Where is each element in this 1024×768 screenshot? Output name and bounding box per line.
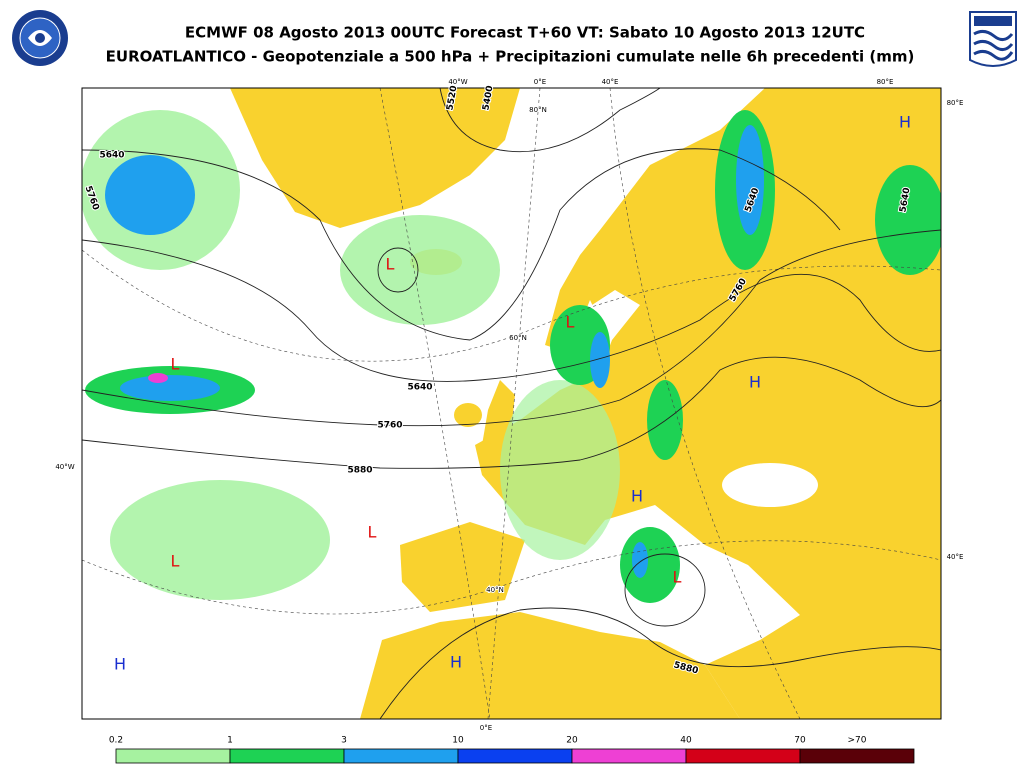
map-border (81, 87, 942, 720)
pressure-center: H (749, 373, 761, 392)
legend-swatch (571, 748, 687, 764)
map-area (82, 88, 941, 719)
right-logo (969, 11, 1017, 67)
land (230, 88, 941, 719)
legend-swatch (115, 748, 231, 764)
legend-tick: 3 (341, 736, 347, 746)
coordinate-label: 80°E (947, 99, 964, 107)
legend-tick: 70 (794, 736, 806, 746)
coordinate-label: 40°E (947, 553, 964, 561)
legend-swatch (799, 748, 915, 764)
contour-label: 5760 (377, 421, 402, 431)
pressure-center: L (368, 523, 377, 542)
legend-swatch (457, 748, 573, 764)
pressure-center: H (114, 655, 126, 674)
legend-swatch (343, 748, 459, 764)
pressure-center: L (386, 255, 395, 274)
pressure-center: L (171, 552, 180, 571)
coordinate-label: 0°E (480, 724, 492, 732)
pressure-center: L (673, 568, 682, 587)
legend-swatch (685, 748, 801, 764)
coordinate-label: 40°W (55, 463, 74, 471)
contours (82, 88, 941, 719)
graticule (82, 88, 941, 719)
pressure-center: H (631, 487, 643, 506)
pressure-center: H (899, 113, 911, 132)
legend-tick: 10 (452, 736, 464, 746)
pressure-center: L (171, 355, 180, 374)
legend-tick: 0.2 (109, 736, 123, 746)
left-logo (12, 10, 68, 66)
contour-label: 5640 (99, 151, 124, 161)
coordinate-label: 80°N (529, 106, 547, 114)
legend-tick: 1 (227, 736, 233, 746)
subtitle: EUROATLANTICO - Geopotenziale a 500 hPa … (106, 48, 915, 66)
title: ECMWF 08 Agosto 2013 00UTC Forecast T+60… (185, 24, 865, 42)
legend-swatch (229, 748, 345, 764)
legend-tick: 20 (566, 736, 578, 746)
coordinate-label: 0°E (534, 78, 546, 86)
coordinate-label: 40°E (602, 78, 619, 86)
precipitation (82, 110, 941, 603)
legend-tick: >70 (848, 736, 867, 746)
pressure-center: H (450, 653, 462, 672)
pressure-center: L (566, 313, 575, 332)
coordinate-label: 40°W (448, 78, 467, 86)
contour-label: 5640 (407, 383, 432, 393)
coordinate-label: 40°N (486, 586, 504, 594)
coordinate-label: 60°N (509, 334, 527, 342)
contour-label: 5880 (347, 466, 372, 476)
legend-tick: 40 (680, 736, 692, 746)
coordinate-label: 80°E (877, 78, 894, 86)
